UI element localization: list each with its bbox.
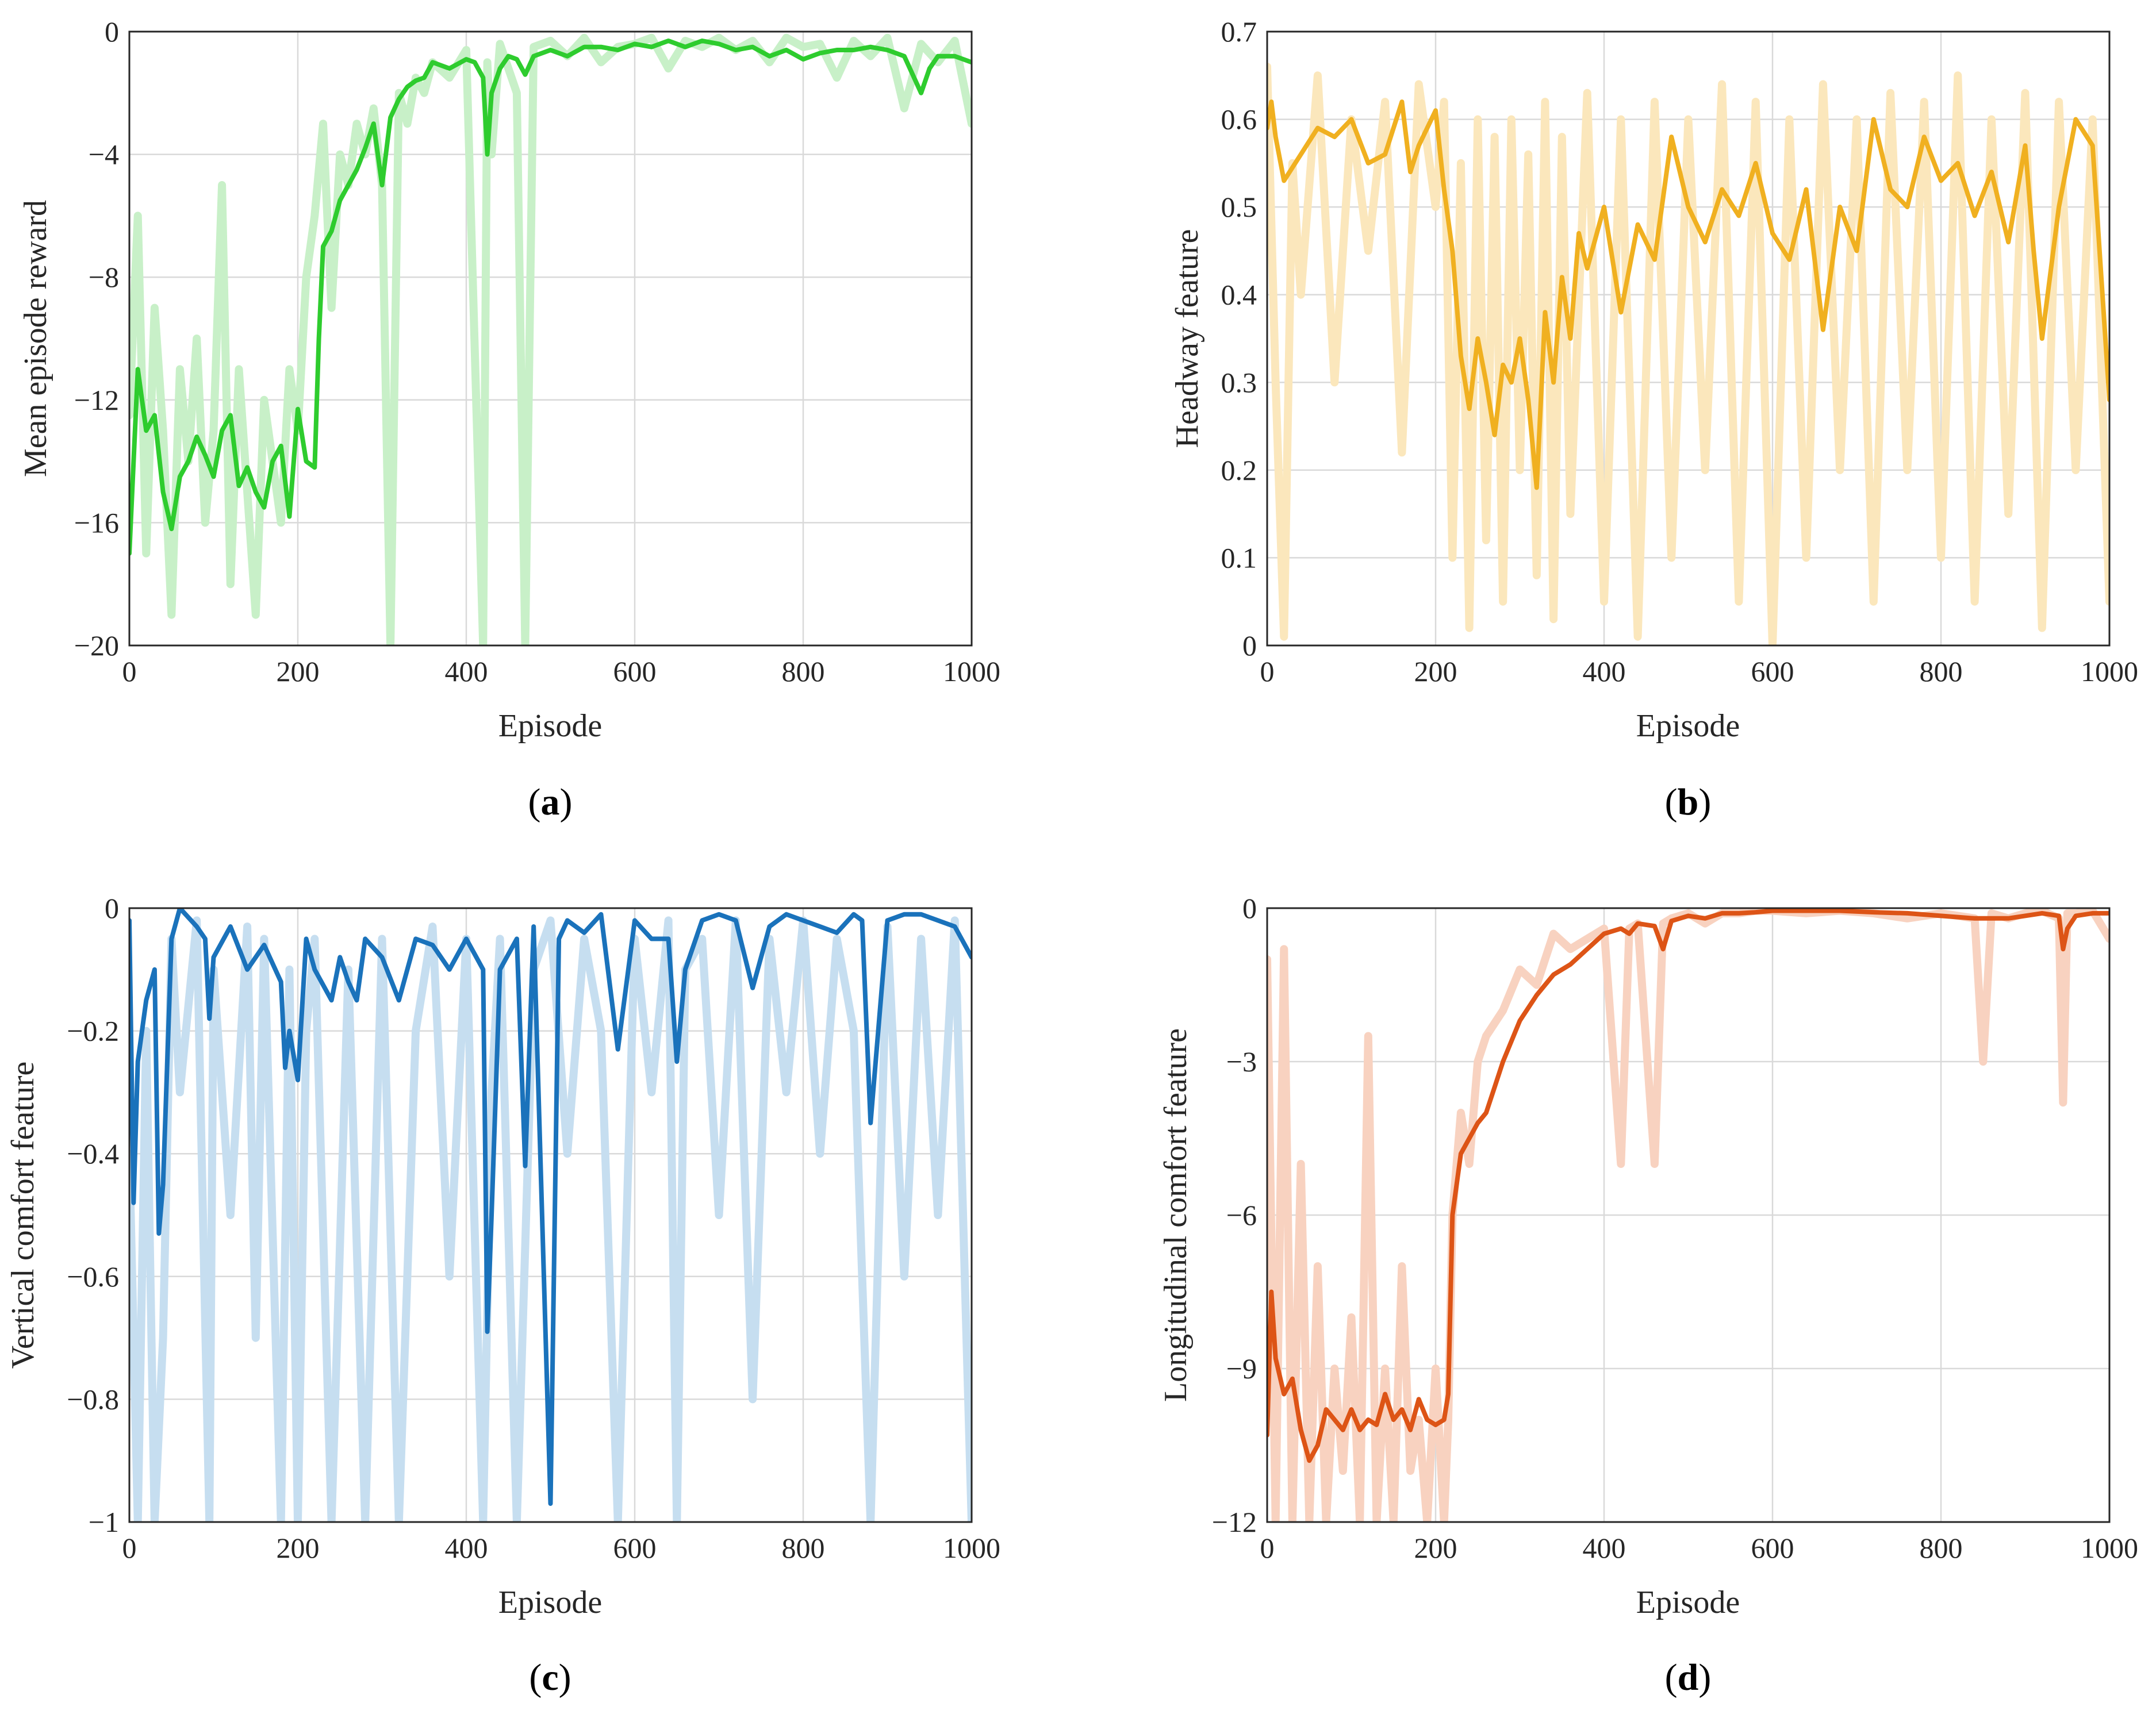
chart-d-xlabel: Episode xyxy=(1636,1585,1740,1620)
chart-b-ytick-label: 0.1 xyxy=(1221,541,1257,574)
chart-b-caption: (b) xyxy=(1665,781,1712,823)
chart-b-caption-letter: b xyxy=(1678,781,1699,823)
chart-a-series-smoothed xyxy=(129,39,972,556)
chart-a-xlabel: Episode xyxy=(498,708,602,744)
chart-d-caption: (d) xyxy=(1665,1657,1712,1698)
chart-c-xtick-label: 1000 xyxy=(943,1532,1000,1564)
chart-a-ylabel: Mean episode reward xyxy=(18,200,53,477)
chart-a-xtick-label: 1000 xyxy=(943,655,1000,687)
chart-a-ytick-label: −12 xyxy=(74,384,119,416)
chart-d-xtick-label: 800 xyxy=(1920,1532,1963,1564)
chart-d-xtick-label: 0 xyxy=(1260,1532,1275,1564)
chart-b-xlabel: Episode xyxy=(1636,708,1740,744)
chart-c-ytick-label: −0.2 xyxy=(67,1015,119,1047)
chart-b-xtick-label: 0 xyxy=(1260,655,1275,687)
chart-a-xtick-label: 400 xyxy=(445,655,488,687)
chart-c: Episode Vertical comfort feature (c) 0 20… xyxy=(5,892,1000,1698)
chart-c-xtick-label: 600 xyxy=(613,1532,657,1564)
chart-a-ytick-label: −20 xyxy=(74,629,119,662)
chart-b-ytick-label: 0.4 xyxy=(1221,279,1257,311)
chart-d-caption-close: ) xyxy=(1698,1657,1711,1698)
chart-c-ytick-label: −0.6 xyxy=(67,1260,119,1293)
chart-b-ytick-label: 0.6 xyxy=(1221,103,1257,136)
chart-b-ytick-label: 0.5 xyxy=(1221,191,1257,223)
chart-a-xtick-label: 600 xyxy=(613,655,657,687)
chart-d-frame xyxy=(1266,907,2111,1523)
chart-c-caption-close: ) xyxy=(559,1657,571,1698)
chart-a-xtick-label: 0 xyxy=(122,655,137,687)
chart-a-caption: (a) xyxy=(528,781,573,823)
chart-b-series-raw xyxy=(1267,63,2109,645)
chart-c-xtick-label: 800 xyxy=(782,1532,825,1564)
chart-b-frame xyxy=(1266,30,2111,647)
chart-c-ylabel: Vertical comfort feature xyxy=(5,1062,41,1369)
chart-a-ytick-label: −8 xyxy=(89,261,119,293)
chart-b-ytick-label: 0.2 xyxy=(1221,454,1257,486)
chart-d-ylabel: Longitudinal comfort feature xyxy=(1158,1028,1194,1402)
chart-a-ytick-label: −16 xyxy=(74,506,119,539)
chart-b-ytick-label: 0.3 xyxy=(1221,366,1257,398)
chart-d-caption-letter: d xyxy=(1678,1657,1699,1698)
chart-c-caption-letter: c xyxy=(542,1657,558,1698)
chart-c-ytick-label: −0.8 xyxy=(67,1383,119,1415)
chart-c-xlabel: Episode xyxy=(498,1585,602,1620)
chart-d-ytick-label: −3 xyxy=(1226,1046,1257,1078)
chart-d-xtick-label: 1000 xyxy=(2081,1532,2138,1564)
chart-b-caption-close: ) xyxy=(1698,781,1711,823)
chart-c-ytick-label: 0 xyxy=(105,892,119,924)
chart-b-xtick-label: 200 xyxy=(1414,655,1457,687)
chart-c-series-raw xyxy=(129,916,972,1522)
chart-c-xtick-label: 400 xyxy=(445,1532,488,1564)
chart-a-caption-open: ( xyxy=(528,781,541,823)
chart-a: Episode Mean episode reward (a) 0 200 400 6… xyxy=(18,16,1000,823)
chart-a-caption-close: ) xyxy=(560,781,573,823)
chart-c-ytick-label: −1 xyxy=(89,1506,119,1538)
chart-d-xtick-label: 200 xyxy=(1414,1532,1457,1564)
chart-d-ytick-label: −12 xyxy=(1212,1506,1257,1538)
chart-c-xtick-label: 200 xyxy=(277,1532,320,1564)
chart-a-xtick-label: 800 xyxy=(782,655,825,687)
chart-d-caption-open: ( xyxy=(1665,1657,1678,1698)
chart-a-frame xyxy=(128,30,973,647)
chart-a-ytick-label: −4 xyxy=(89,139,119,171)
chart-b-ylabel: Headway feature xyxy=(1169,229,1205,448)
chart-a-xtick-label: 200 xyxy=(277,655,320,687)
chart-b-xtick-label: 400 xyxy=(1583,655,1626,687)
chart-d: Episode Longitudinal comfort feature (d)… xyxy=(1158,892,2138,1698)
chart-b-ytick-label: 0.7 xyxy=(1221,16,1257,48)
chart-b-ytick-label: 0 xyxy=(1242,629,1257,662)
chart-c-ytick-label: −0.4 xyxy=(67,1137,119,1170)
chart-d-xtick-label: 600 xyxy=(1751,1532,1794,1564)
chart-d-ytick-label: 0 xyxy=(1242,892,1257,924)
chart-b-series-smoothed xyxy=(1267,99,2109,490)
chart-b-caption-open: ( xyxy=(1665,781,1678,823)
chart-a-ytick-label: 0 xyxy=(105,16,119,48)
chart-d-ytick-label: −6 xyxy=(1226,1199,1257,1231)
chart-b-xtick-label: 800 xyxy=(1920,655,1963,687)
chart-b: Episode Headway feature (b) 0 200 400 600 80… xyxy=(1169,16,2138,823)
chart-a-series-raw xyxy=(129,33,972,645)
chart-c-xtick-label: 0 xyxy=(122,1532,137,1564)
chart-d-xtick-label: 400 xyxy=(1583,1532,1626,1564)
chart-b-xtick-label: 1000 xyxy=(2081,655,2138,687)
chart-c-caption-open: ( xyxy=(529,1657,542,1698)
chart-c-series-smoothed xyxy=(129,908,972,1506)
chart-b-xtick-label: 600 xyxy=(1751,655,1794,687)
chart-c-frame xyxy=(128,907,973,1523)
chart-c-caption: (c) xyxy=(529,1657,571,1698)
chart-d-series-smoothed xyxy=(1267,908,2109,1463)
chart-d-ytick-label: −9 xyxy=(1226,1352,1257,1385)
chart-a-caption-letter: a xyxy=(541,781,560,823)
